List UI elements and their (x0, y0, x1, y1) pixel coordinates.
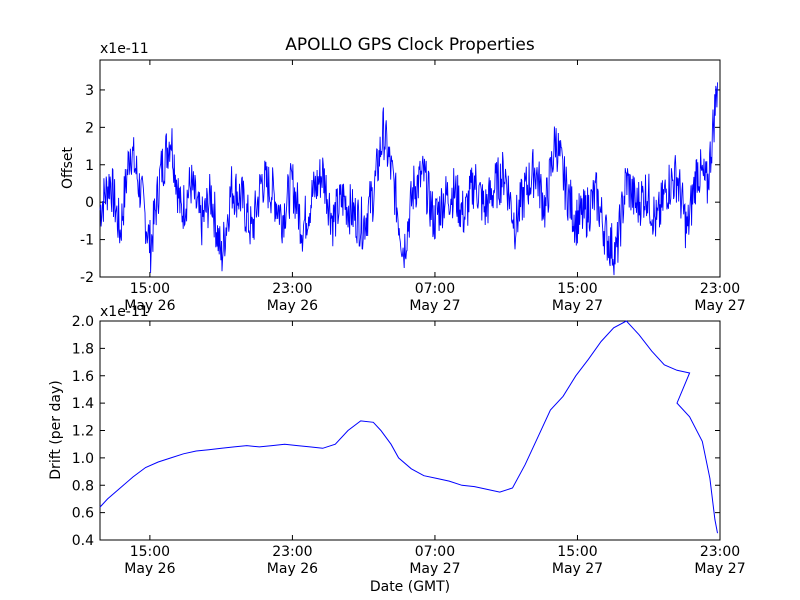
offset-y-ticks: -2 -1 0 1 2 3 (80, 83, 720, 286)
offset-scale-label: x1e-11 (100, 41, 149, 57)
offset-x-tick-time: 23:00 (700, 281, 740, 297)
drift-plot-frame (99, 320, 721, 541)
offset-x-tick-date: May 26 (124, 298, 175, 314)
drift-series (99, 320, 718, 534)
offset-y-tick-label: 1 (85, 158, 94, 174)
drift-panel: x1e-11 Drift (per day) Date (GMT) 0.4 0.6… (48, 304, 746, 595)
offset-x-tick-date: May 27 (409, 298, 460, 314)
drift-x-tick-time: 15:00 (557, 544, 597, 560)
drift-x-tick-date: May 27 (694, 561, 745, 577)
drift-series-line (99, 320, 718, 534)
drift-x-tick-time: 15:00 (130, 544, 170, 560)
offset-y-tick-label: -1 (80, 233, 94, 249)
drift-x-axis-label: Date (GMT) (370, 579, 450, 595)
chart-title: APOLLO GPS Clock Properties (285, 35, 535, 55)
drift-x-tick-time: 23:00 (700, 544, 740, 560)
drift-y-tick-label: 2.0 (72, 314, 94, 330)
drift-x-tick-date: May 27 (409, 561, 460, 577)
offset-x-tick-time: 23:00 (272, 281, 312, 297)
drift-y-tick-label: 0.4 (72, 533, 94, 549)
drift-x-tick-time: 07:00 (415, 544, 455, 560)
drift-y-tick-label: 1.6 (72, 369, 94, 385)
drift-y-tick-label: 1.2 (72, 424, 94, 440)
offset-y-tick-label: 0 (85, 195, 94, 211)
drift-y-tick-label: 1.8 (72, 341, 94, 357)
offset-x-tick-date: May 27 (694, 298, 745, 314)
drift-x-tick-time: 23:00 (272, 544, 312, 560)
offset-series (99, 82, 718, 276)
drift-y-tick-label: 1.4 (72, 396, 94, 412)
drift-y-tick-label: 0.6 (72, 506, 94, 522)
drift-y-axis-label: Drift (per day) (48, 380, 64, 479)
offset-y-tick-label: -2 (80, 270, 94, 286)
drift-y-tick-label: 1.0 (72, 451, 94, 467)
drift-x-tick-date: May 26 (124, 561, 175, 577)
drift-x-tick-date: May 26 (267, 561, 318, 577)
offset-y-tick-label: 2 (85, 120, 94, 136)
offset-x-tick-time: 07:00 (415, 281, 455, 297)
offset-y-axis-label: Offset (60, 146, 76, 189)
drift-scale-label: x1e-11 (100, 304, 149, 320)
drift-x-tick-date: May 27 (552, 561, 603, 577)
drift-y-tick-label: 0.8 (72, 478, 94, 494)
offset-x-tick-date: May 26 (267, 298, 318, 314)
offset-x-tick-time: 15:00 (130, 281, 170, 297)
offset-y-tick-label: 3 (85, 83, 94, 99)
offset-x-tick-date: May 27 (552, 298, 603, 314)
offset-plot-frame (99, 59, 721, 278)
offset-series-line (99, 82, 718, 276)
offset-x-tick-time: 15:00 (557, 281, 597, 297)
drift-y-ticks: 0.4 0.6 0.8 1.0 1.2 1.4 1.6 1.8 2.0 (72, 314, 720, 549)
